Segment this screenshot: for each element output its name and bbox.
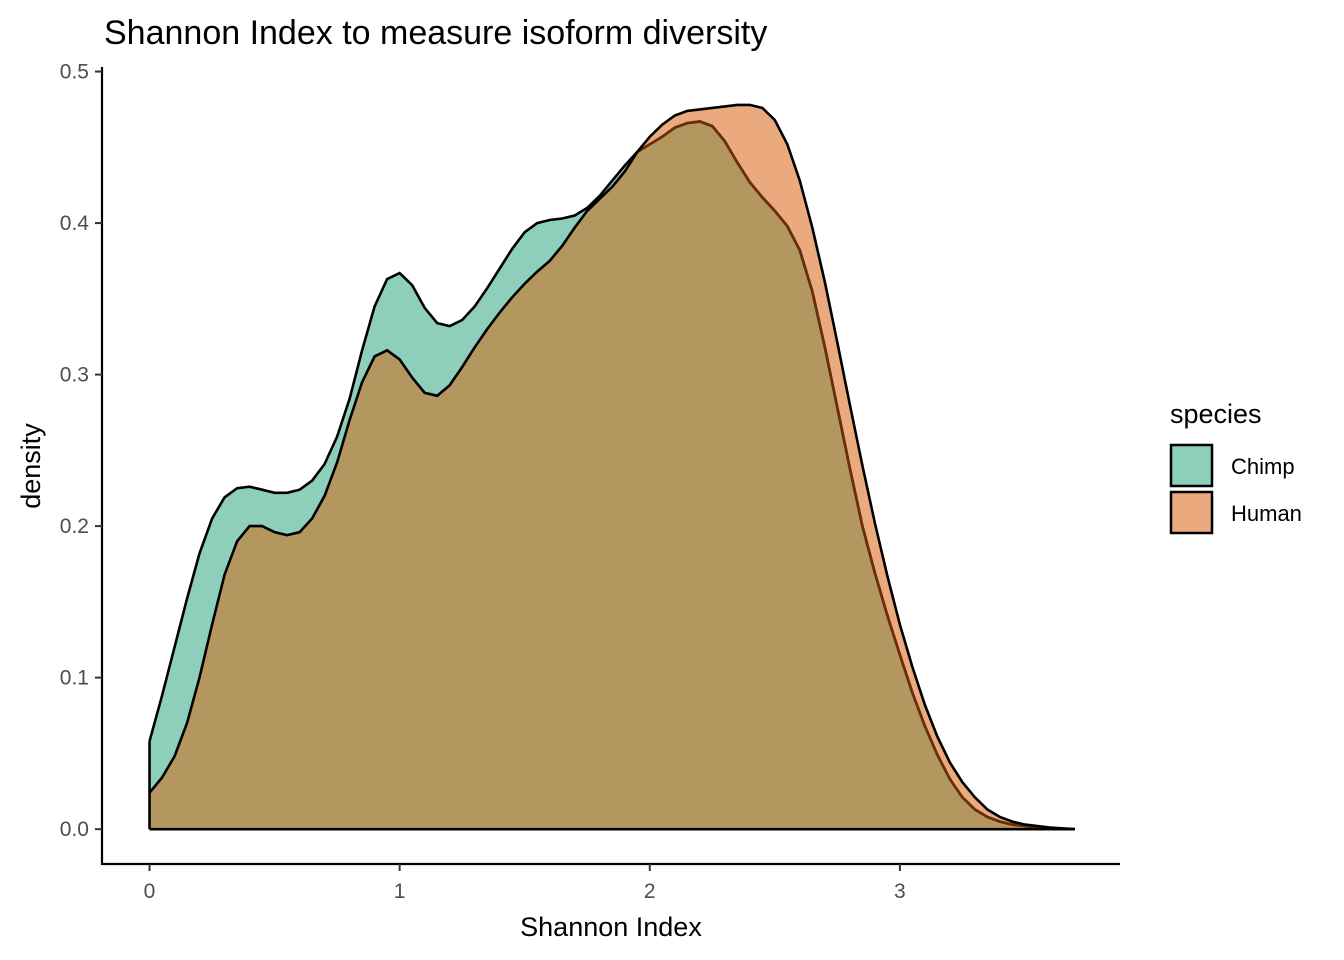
x-tick-label: 2 xyxy=(644,880,656,903)
plot-area xyxy=(148,103,1076,831)
y-tick-label: 0.0 xyxy=(60,818,89,841)
y-tick-label: 0.1 xyxy=(60,667,89,690)
y-axis-title: density xyxy=(16,423,46,509)
legend-label-human: Human xyxy=(1231,501,1302,526)
y-tick-label: 0.4 xyxy=(60,212,90,235)
x-tick-label: 0 xyxy=(144,880,156,903)
y-tick-label: 0.2 xyxy=(60,515,89,538)
legend-key-human xyxy=(1169,490,1214,535)
series-line-human xyxy=(148,103,1076,831)
x-tick-label: 1 xyxy=(394,880,406,903)
legend: species Chimp Human xyxy=(1169,399,1302,535)
x-axis-title: Shannon Index xyxy=(520,912,702,942)
legend-title: species xyxy=(1170,399,1262,429)
y-tick-label: 0.5 xyxy=(60,61,89,84)
chart-title: Shannon Index to measure isoform diversi… xyxy=(104,14,767,52)
y-tick-label: 0.3 xyxy=(60,364,89,387)
x-axis-ticks: 0 1 2 3 xyxy=(144,864,906,903)
legend-label-chimp: Chimp xyxy=(1231,454,1295,479)
legend-key-chimp xyxy=(1169,443,1214,488)
series-overlap-area xyxy=(149,121,1075,830)
y-axis-ticks: 0.0 0.1 0.2 0.3 0.4 0.5 xyxy=(60,61,102,841)
x-tick-label: 3 xyxy=(894,880,906,903)
